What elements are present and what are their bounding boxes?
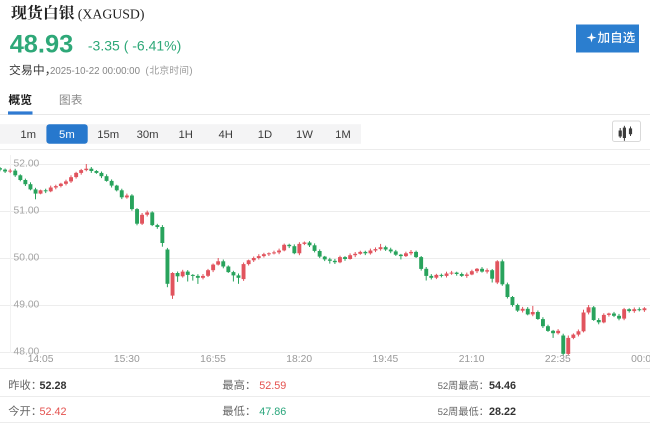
svg-text:-3.35 ( -6.41%): -3.35 ( -6.41%) <box>88 37 181 53</box>
svg-text:49.00: 49.00 <box>14 300 40 311</box>
svg-text:52: 52 <box>438 407 449 418</box>
svg-text:48.00: 48.00 <box>14 347 40 358</box>
svg-text:2025-10-22 00:00:00: 2025-10-22 00:00:00 <box>50 66 141 77</box>
svg-text:28.22: 28.22 <box>489 406 516 418</box>
svg-text:1W: 1W <box>296 129 313 141</box>
svg-text:52: 52 <box>438 381 449 392</box>
svg-text:22:35: 22:35 <box>545 354 571 365</box>
svg-text:52.42: 52.42 <box>40 406 67 418</box>
svg-text:16:55: 16:55 <box>200 354 226 365</box>
svg-text:47.86: 47.86 <box>259 406 286 418</box>
svg-text:(: ( <box>145 66 149 77</box>
svg-text:18:20: 18:20 <box>286 354 312 365</box>
svg-text:14:05: 14:05 <box>28 354 54 365</box>
svg-text:52.59: 52.59 <box>259 380 286 392</box>
svg-text:52.28: 52.28 <box>40 380 67 392</box>
svg-text:50.00: 50.00 <box>14 253 40 264</box>
svg-text:15:30: 15:30 <box>114 354 140 365</box>
svg-text:21:10: 21:10 <box>459 354 485 365</box>
svg-text:4H: 4H <box>218 129 232 141</box>
svg-text:1M: 1M <box>335 129 351 141</box>
svg-text:): ) <box>189 66 192 77</box>
svg-text:1H: 1H <box>178 129 192 141</box>
svg-text:30m: 30m <box>137 129 159 141</box>
svg-text:51.00: 51.00 <box>14 206 40 217</box>
svg-text:54.46: 54.46 <box>489 380 516 392</box>
svg-text:5m: 5m <box>59 129 75 141</box>
svg-text:48.93: 48.93 <box>10 31 74 59</box>
svg-text:19:45: 19:45 <box>373 354 399 365</box>
svg-text:15m: 15m <box>97 129 119 141</box>
svg-text:00:00: 00:00 <box>631 354 650 365</box>
svg-text:1m: 1m <box>20 129 36 141</box>
svg-text:1D: 1D <box>258 129 272 141</box>
svg-text:52.00: 52.00 <box>14 159 40 170</box>
svg-text:(XAGUSD): (XAGUSD) <box>78 6 145 22</box>
